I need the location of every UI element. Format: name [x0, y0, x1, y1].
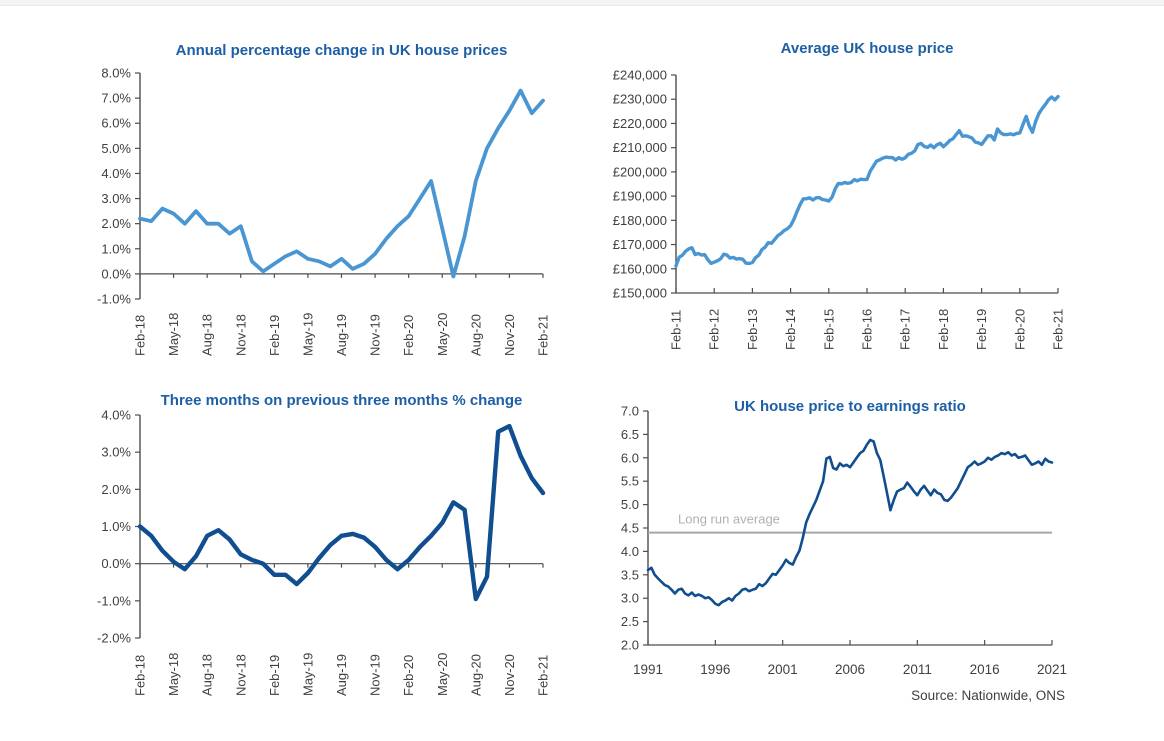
svg-text:0.0%: 0.0%: [101, 266, 131, 281]
svg-text:0.0%: 0.0%: [101, 556, 131, 571]
svg-text:3.0: 3.0: [621, 591, 639, 606]
svg-text:6.0%: 6.0%: [101, 116, 131, 131]
svg-text:3.0%: 3.0%: [101, 191, 131, 206]
svg-text:5.0: 5.0: [621, 497, 639, 512]
long-run-average-label: Long run average: [678, 512, 780, 527]
svg-text:3.0%: 3.0%: [101, 445, 131, 460]
chart-title: Three months on previous three months % …: [160, 392, 523, 409]
svg-text:4.0%: 4.0%: [101, 408, 131, 423]
svg-text:Feb-13: Feb-13: [745, 309, 760, 350]
svg-text:£180,000: £180,000: [613, 213, 667, 228]
svg-text:Nov-20: Nov-20: [502, 314, 517, 356]
svg-text:2016: 2016: [970, 662, 1000, 677]
svg-text:May-18: May-18: [166, 653, 181, 696]
svg-text:Feb-14: Feb-14: [783, 309, 798, 350]
svg-text:May-19: May-19: [300, 653, 315, 696]
price-earnings-ratio-plot: 7.0 6.5 6.0 5.5 5.0 4.5 4.0 3.5 3.0 2.5 2.0 Long ru…: [621, 404, 1067, 678]
svg-text:7.0%: 7.0%: [101, 91, 131, 106]
svg-text:Feb-21: Feb-21: [536, 655, 551, 696]
svg-text:6.5: 6.5: [621, 427, 639, 442]
svg-text:Aug-18: Aug-18: [200, 314, 215, 356]
svg-text:5.5: 5.5: [621, 474, 639, 489]
svg-text:Feb-19: Feb-19: [267, 315, 282, 356]
svg-text:1.0%: 1.0%: [101, 519, 131, 534]
svg-text:2.5: 2.5: [621, 614, 639, 629]
svg-text:Feb-19: Feb-19: [267, 655, 282, 696]
svg-text:Aug-20: Aug-20: [468, 314, 483, 356]
chart-title: UK house price to earnings ratio: [734, 398, 966, 415]
svg-text:Nov-18: Nov-18: [233, 654, 248, 696]
svg-text:5.0%: 5.0%: [101, 141, 131, 156]
svg-text:Feb-17: Feb-17: [898, 309, 913, 350]
three-month-change-plot: 4.0% 3.0% 2.0% 1.0% 0.0% -1.0% -2.0%Feb-18 May-…: [97, 408, 551, 697]
svg-text:£160,000: £160,000: [613, 261, 667, 276]
svg-text:Aug-20: Aug-20: [468, 654, 483, 696]
svg-text:6.0: 6.0: [621, 450, 639, 465]
svg-text:1996: 1996: [700, 662, 730, 677]
svg-text:3.5: 3.5: [621, 567, 639, 582]
svg-text:Nov-19: Nov-19: [368, 314, 383, 356]
svg-text:Feb-18: Feb-18: [133, 655, 148, 696]
chart-title: Annual percentage change in UK house pri…: [175, 42, 508, 59]
svg-text:£220,000: £220,000: [613, 116, 667, 131]
svg-text:7.0: 7.0: [621, 404, 639, 419]
svg-text:Feb-21: Feb-21: [1051, 309, 1066, 350]
svg-text:£210,000: £210,000: [613, 140, 667, 155]
chart-average-house-price: Average UK house price £240,000 £230,000 £…: [600, 36, 1164, 380]
svg-text:2011: 2011: [903, 662, 932, 677]
svg-text:May-18: May-18: [166, 313, 181, 356]
svg-text:-2.0%: -2.0%: [97, 631, 131, 646]
svg-text:May-20: May-20: [435, 313, 450, 356]
svg-text:Feb-11: Feb-11: [669, 310, 684, 350]
svg-text:2006: 2006: [835, 662, 865, 677]
svg-text:Aug-19: Aug-19: [334, 654, 349, 696]
svg-text:Feb-20: Feb-20: [401, 315, 416, 356]
annual-percentage-change-plot: 8.0% 7.0% 6.0% 5.0% 4.0% 3.0% 2.0% 1.0% 0.0% -1.0…: [97, 66, 551, 357]
svg-text:8.0%: 8.0%: [101, 66, 131, 81]
svg-text:Feb-20: Feb-20: [401, 655, 416, 696]
svg-text:May-19: May-19: [300, 313, 315, 356]
svg-text:£190,000: £190,000: [613, 189, 667, 204]
svg-text:4.0%: 4.0%: [101, 166, 131, 181]
svg-text:Feb-18: Feb-18: [133, 315, 148, 356]
svg-text:Nov-20: Nov-20: [502, 654, 517, 696]
svg-text:2.0%: 2.0%: [101, 216, 131, 231]
svg-text:-1.0%: -1.0%: [97, 593, 131, 608]
svg-text:Aug-18: Aug-18: [200, 654, 215, 696]
svg-text:1.0%: 1.0%: [101, 241, 131, 256]
svg-text:Feb-21: Feb-21: [536, 315, 551, 356]
svg-text:Feb-19: Feb-19: [974, 309, 989, 350]
svg-text:Feb-16: Feb-16: [860, 309, 875, 350]
svg-text:£200,000: £200,000: [613, 164, 667, 179]
chart-annual-percentage-change: Annual percentage change in UK house pri…: [55, 36, 565, 382]
svg-text:Feb-20: Feb-20: [1012, 309, 1027, 350]
svg-text:Feb-15: Feb-15: [821, 309, 836, 350]
chart-price-earnings-ratio: UK house price to earnings ratio 7.0 6.5 6…: [600, 380, 1164, 710]
svg-text:Aug-19: Aug-19: [334, 314, 349, 356]
svg-text:2001: 2001: [768, 662, 798, 677]
svg-text:Feb-18: Feb-18: [936, 309, 951, 350]
svg-text:-1.0%: -1.0%: [97, 292, 131, 307]
svg-text:Feb-12: Feb-12: [707, 309, 722, 350]
svg-text:£230,000: £230,000: [613, 92, 667, 107]
svg-text:£240,000: £240,000: [613, 68, 667, 83]
svg-text:£170,000: £170,000: [613, 237, 667, 252]
svg-text:1991: 1991: [633, 662, 663, 677]
svg-text:£150,000: £150,000: [613, 286, 667, 301]
top-border-strip: [0, 0, 1164, 6]
chart-three-month-change: Three months on previous three months % …: [55, 380, 565, 726]
svg-text:May-20: May-20: [435, 653, 450, 696]
svg-text:2.0%: 2.0%: [101, 482, 131, 497]
source-note: Source: Nationwide, ONS: [911, 688, 1065, 703]
svg-text:Nov-19: Nov-19: [368, 654, 383, 696]
average-house-price-plot: £240,000 £230,000 £220,000 £210,000 £200,000…: [613, 68, 1066, 351]
svg-text:2021: 2021: [1037, 662, 1067, 677]
svg-text:2.0: 2.0: [621, 638, 639, 653]
svg-text:4.5: 4.5: [621, 521, 639, 536]
chart-title: Average UK house price: [780, 40, 954, 57]
svg-text:4.0: 4.0: [621, 544, 639, 559]
svg-text:Nov-18: Nov-18: [233, 314, 248, 356]
